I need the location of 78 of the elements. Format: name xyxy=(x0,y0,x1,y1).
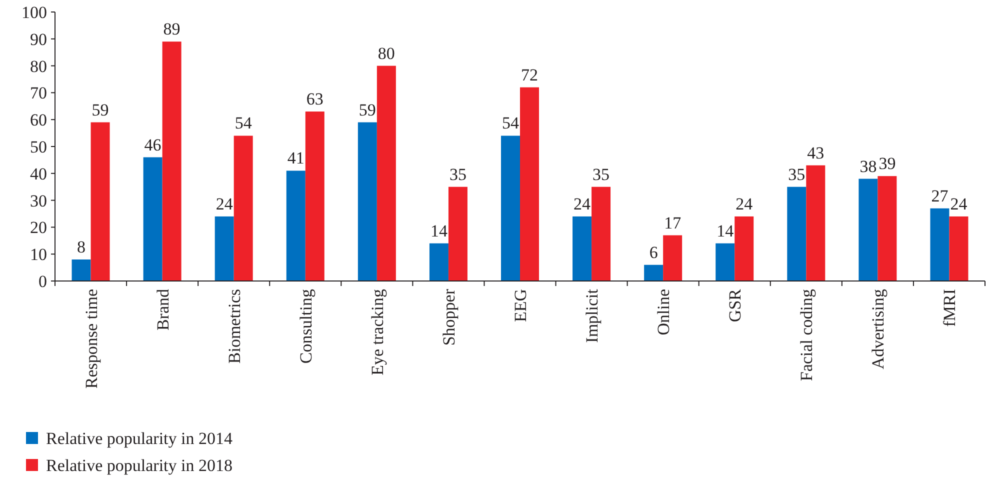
data-label: 59 xyxy=(358,100,376,120)
y-tick-label: 10 xyxy=(30,245,47,264)
y-tick-label: 30 xyxy=(30,191,47,210)
y-tick-label: 80 xyxy=(30,56,47,76)
x-tick-label: Eye tracking xyxy=(368,288,387,376)
bar xyxy=(930,208,950,281)
x-tick-label: Advertising xyxy=(868,288,888,370)
y-tick-label: 0 xyxy=(38,272,47,291)
bar xyxy=(520,87,539,281)
x-tick-label: Online xyxy=(654,289,674,336)
data-label: 35 xyxy=(592,164,610,184)
x-tick-label: Brand xyxy=(153,288,172,331)
data-label: 14 xyxy=(716,221,734,240)
bar xyxy=(448,186,468,281)
data-label: 46 xyxy=(144,135,162,154)
data-label: 72 xyxy=(521,65,538,84)
legend-label: Relative popularity in 2014 xyxy=(46,428,233,448)
x-tick-label: fMRI xyxy=(940,288,960,327)
bar xyxy=(644,264,664,281)
bar xyxy=(305,112,324,281)
bar xyxy=(787,186,806,281)
bar xyxy=(429,243,448,281)
data-label: 38 xyxy=(860,156,877,176)
y-tick-label: 70 xyxy=(30,84,47,103)
data-label: 27 xyxy=(931,186,949,206)
data-label: 17 xyxy=(664,213,682,232)
bar xyxy=(501,136,520,281)
y-tick-label: 50 xyxy=(30,137,47,156)
bar xyxy=(72,259,91,281)
x-tick-label: Biometrics xyxy=(224,289,244,364)
x-tick-label: Implicit xyxy=(582,288,602,343)
bar xyxy=(572,216,592,281)
data-label: 59 xyxy=(92,100,109,120)
data-label: 54 xyxy=(234,114,252,133)
data-label: 43 xyxy=(807,143,824,162)
data-label: 41 xyxy=(287,148,304,168)
data-label: 24 xyxy=(950,194,968,214)
bar xyxy=(949,216,968,281)
data-label: 6 xyxy=(649,242,658,262)
bar xyxy=(286,170,306,281)
bar xyxy=(214,216,234,281)
bar xyxy=(376,66,396,281)
bar xyxy=(592,186,611,281)
data-label: 8 xyxy=(77,237,86,256)
bar xyxy=(858,178,878,281)
y-tick-label: 100 xyxy=(22,2,47,22)
bar xyxy=(234,136,253,281)
data-label: 24 xyxy=(574,194,592,214)
bar xyxy=(878,176,897,281)
x-tick-label: Facial coding xyxy=(797,288,816,382)
data-label: 14 xyxy=(430,221,448,240)
bar xyxy=(90,122,110,281)
data-label: 63 xyxy=(306,90,324,109)
y-tick-label: 60 xyxy=(30,110,47,130)
data-label: 35 xyxy=(788,164,806,184)
legend-label: Relative popularity in 2018 xyxy=(46,456,232,475)
data-label: 80 xyxy=(378,44,395,63)
x-tick-label: Shopper xyxy=(439,288,458,346)
data-label: 39 xyxy=(878,154,896,174)
bar xyxy=(806,165,826,281)
x-tick-label: Consulting xyxy=(296,288,316,364)
bar xyxy=(734,216,754,281)
y-tick-label: 90 xyxy=(30,30,47,49)
data-label: 54 xyxy=(502,114,520,133)
data-label: 35 xyxy=(449,164,466,184)
x-tick-label: GSR xyxy=(726,288,745,322)
bar xyxy=(162,42,182,281)
y-tick-label: 40 xyxy=(30,164,47,184)
y-tick-label: 20 xyxy=(30,218,47,238)
data-label: 24 xyxy=(736,194,754,214)
bar xyxy=(143,157,162,281)
bar xyxy=(716,243,735,281)
data-label: 89 xyxy=(163,20,180,39)
x-tick-label: EEG xyxy=(511,289,530,322)
x-tick-label: Response time xyxy=(82,289,101,389)
bar xyxy=(663,235,682,281)
data-label: 24 xyxy=(216,194,234,214)
bar xyxy=(358,122,377,281)
